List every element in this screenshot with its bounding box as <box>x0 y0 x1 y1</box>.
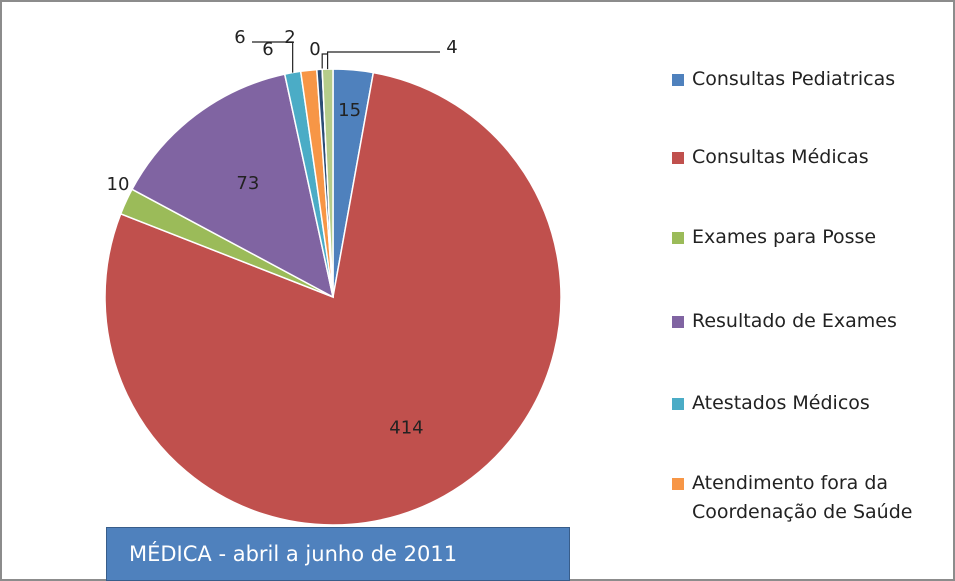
leader-line <box>321 53 327 70</box>
legend-label: Exames para Posse <box>692 226 877 248</box>
data-label: 73 <box>236 173 259 194</box>
data-label: 0 <box>309 39 320 60</box>
data-label: 6 <box>234 27 245 48</box>
chart-title: MÉDICA - abril a junho de 2011 <box>106 527 570 581</box>
data-label: 6 <box>262 39 273 60</box>
legend-swatch <box>672 478 684 490</box>
legend-swatch <box>672 74 684 86</box>
legend-label: Atendimento fora da Coordenação de Saúde <box>692 472 913 523</box>
data-label: 414 <box>389 417 423 438</box>
legend-swatch <box>672 232 684 244</box>
data-label: 4 <box>446 37 457 58</box>
data-label: 15 <box>338 100 361 121</box>
pie-slice <box>104 71 562 526</box>
legend-swatch <box>672 398 684 410</box>
legend-label: Consultas Pediatricas <box>692 68 896 90</box>
leader-line <box>326 51 440 70</box>
legend-label: Atestados Médicos <box>692 392 870 414</box>
data-label: 2 <box>284 27 295 48</box>
data-label: 10 <box>107 174 130 195</box>
legend-label: Resultado de Exames <box>692 310 897 332</box>
leader-line <box>252 41 294 73</box>
pie-slice <box>131 73 335 299</box>
legend-swatch <box>672 316 684 328</box>
legend-swatch <box>672 152 684 164</box>
legend-label: Consultas Médicas <box>692 146 869 168</box>
